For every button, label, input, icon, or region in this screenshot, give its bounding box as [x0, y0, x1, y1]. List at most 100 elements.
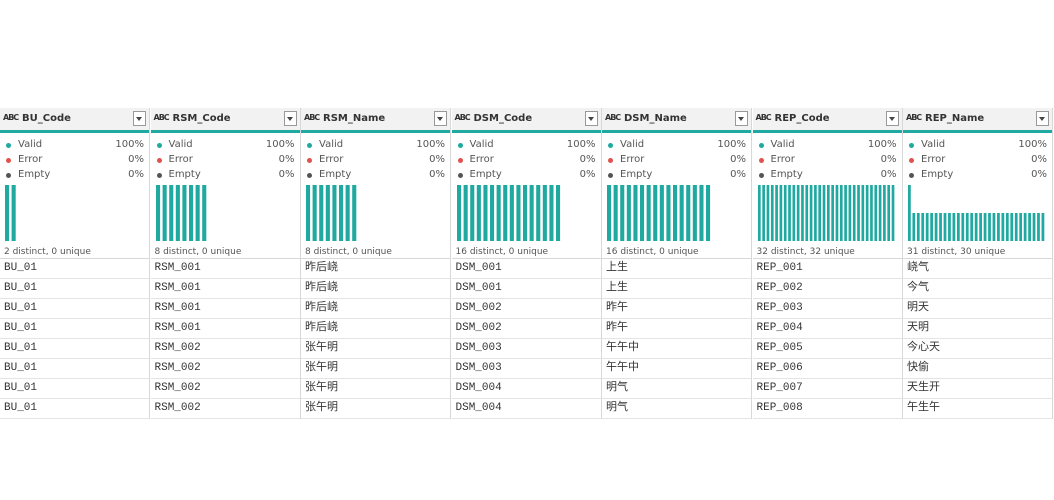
filter-dropdown[interactable]: [735, 111, 748, 126]
data-cell[interactable]: BU_01: [0, 279, 149, 299]
column-header[interactable]: ABC DSM_Name: [602, 108, 751, 133]
data-cell[interactable]: 张午明: [301, 359, 450, 379]
distribution-bar: [469, 185, 474, 241]
distribution-bar: [891, 185, 894, 241]
distribution-bar: [332, 185, 337, 241]
data-cell[interactable]: 张午明: [301, 399, 450, 419]
filter-dropdown[interactable]: [584, 111, 598, 126]
distribution-bar: [626, 185, 631, 241]
column-name: RSM_Code: [172, 113, 231, 124]
quality-value: 100%: [265, 139, 295, 150]
data-cell[interactable]: BU_01: [0, 259, 149, 279]
distribution-bar: [673, 185, 678, 241]
data-cell[interactable]: REP_004: [752, 319, 902, 339]
quality-dot: [457, 143, 463, 148]
distribution-bar: [939, 213, 942, 241]
data-cell[interactable]: DSM_003: [451, 359, 601, 379]
distribution-bar: [1005, 213, 1009, 241]
data-cell[interactable]: 午生午: [903, 399, 1052, 419]
data-cell[interactable]: BU_01: [0, 319, 149, 339]
data-cell[interactable]: RSM_001: [150, 259, 300, 279]
data-cell[interactable]: 今心天: [903, 339, 1052, 359]
data-cell[interactable]: RSM_001: [150, 319, 300, 339]
filter-dropdown[interactable]: [885, 111, 899, 126]
quality-label: Empty: [319, 169, 352, 180]
data-cell[interactable]: RSM_002: [150, 339, 300, 359]
data-cell[interactable]: 昨后峣: [301, 299, 450, 319]
data-cell[interactable]: REP_002: [752, 279, 902, 299]
data-cell[interactable]: REP_005: [752, 339, 902, 359]
data-cell[interactable]: RSM_002: [150, 399, 300, 419]
distribution-bar: [482, 185, 487, 241]
data-cell[interactable]: 明气: [602, 379, 751, 399]
column-header[interactable]: ABC DSM_Code: [451, 108, 601, 133]
data-cell[interactable]: 昨后峣: [301, 279, 450, 299]
quality-value: 0%: [429, 154, 445, 165]
data-cell[interactable]: 上生: [602, 259, 751, 279]
data-cell[interactable]: 天明: [903, 319, 1052, 339]
data-cell[interactable]: 张午明: [301, 379, 450, 399]
filter-dropdown[interactable]: [434, 111, 447, 126]
data-cell[interactable]: 张午明: [301, 339, 450, 359]
data-cell[interactable]: 昨后峣: [301, 259, 450, 279]
distribution-bar: [319, 185, 324, 241]
data-cell[interactable]: 午午中: [602, 339, 751, 359]
filter-dropdown[interactable]: [283, 111, 297, 126]
data-cell[interactable]: 昨午: [602, 319, 751, 339]
data-cell[interactable]: REP_006: [752, 359, 902, 379]
distribution-bar: [195, 185, 200, 241]
quality-label: Error: [921, 154, 946, 165]
data-cell[interactable]: BU_01: [0, 379, 149, 399]
data-cell[interactable]: BU_01: [0, 299, 149, 319]
data-cell[interactable]: 天生开: [903, 379, 1052, 399]
data-cell[interactable]: 峣气: [903, 259, 1052, 279]
data-cell[interactable]: DSM_001: [451, 279, 601, 299]
column-header[interactable]: ABC RSM_Name: [301, 108, 450, 133]
data-cell[interactable]: DSM_003: [451, 339, 601, 359]
filter-dropdown[interactable]: [1036, 111, 1049, 126]
quality-value: 0%: [1031, 169, 1047, 180]
data-cell[interactable]: BU_01: [0, 359, 149, 379]
data-cell[interactable]: 明天: [903, 299, 1052, 319]
distribution-bar: [908, 185, 911, 241]
quality-value: 100%: [1018, 139, 1047, 150]
quality-row: Valid 100%: [307, 139, 445, 153]
data-cell[interactable]: RSM_002: [150, 379, 300, 399]
data-cell[interactable]: DSM_004: [451, 399, 601, 419]
data-cell[interactable]: REP_001: [752, 259, 902, 279]
distribution-bar: [181, 185, 186, 241]
data-cell[interactable]: 昨后峣: [301, 319, 450, 339]
column-name: REP_Code: [774, 113, 830, 124]
data-cell[interactable]: 上生: [602, 279, 751, 299]
data-cell[interactable]: 午午中: [602, 359, 751, 379]
data-cell[interactable]: 明气: [602, 399, 751, 419]
data-cell[interactable]: DSM_002: [451, 319, 601, 339]
data-cell[interactable]: BU_01: [0, 339, 149, 359]
data-cell[interactable]: 今气: [903, 279, 1052, 299]
distribution-bar: [496, 185, 501, 241]
data-cell[interactable]: RSM_001: [150, 279, 300, 299]
distribution-bar: [633, 185, 638, 241]
data-cell[interactable]: REP_007: [752, 379, 902, 399]
data-cell[interactable]: DSM_002: [451, 299, 601, 319]
column-header[interactable]: ABC RSM_Code: [150, 108, 300, 133]
data-cell[interactable]: RSM_002: [150, 359, 300, 379]
data-cell[interactable]: DSM_004: [451, 379, 601, 399]
filter-dropdown[interactable]: [133, 111, 146, 126]
data-cell[interactable]: RSM_001: [150, 299, 300, 319]
distribution-bar: [761, 185, 765, 241]
distribution-bar: [535, 185, 540, 241]
column-header[interactable]: ABC REP_Name: [903, 108, 1052, 133]
data-cell[interactable]: 昨午: [602, 299, 751, 319]
column-header[interactable]: ABC BU_Code: [0, 108, 149, 133]
data-cell[interactable]: BU_01: [0, 399, 149, 419]
data-cell[interactable]: REP_003: [752, 299, 902, 319]
type-icon: ABC: [605, 113, 621, 122]
column-header[interactable]: ABC REP_Code: [752, 108, 902, 133]
data-cell[interactable]: REP_008: [752, 399, 902, 419]
distribution-bar: [509, 185, 514, 241]
data-cell[interactable]: 快偷: [903, 359, 1052, 379]
distribution-bar: [515, 185, 520, 241]
data-cell[interactable]: DSM_001: [451, 259, 601, 279]
